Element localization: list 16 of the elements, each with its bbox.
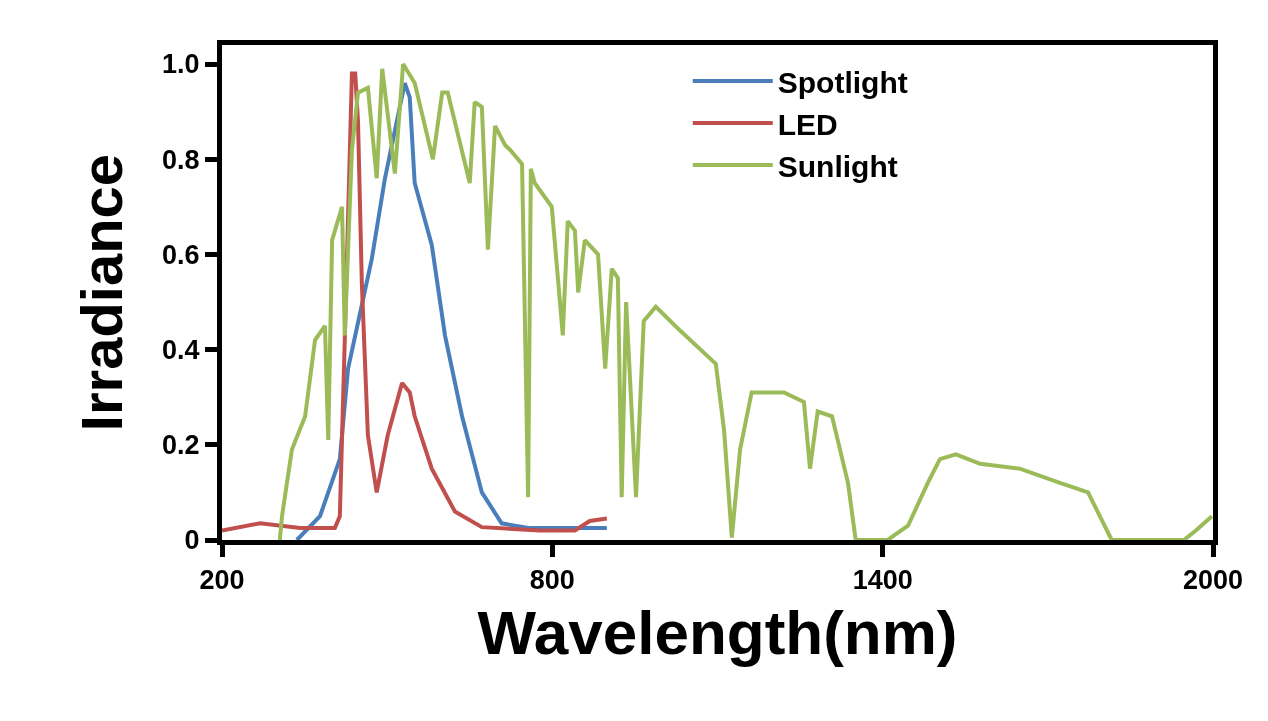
y-tick-label: 0.2 [162,430,200,461]
legend-label: Spotlight [777,65,908,99]
x-tick-label: 200 [199,565,245,596]
legend-label: LED [777,107,838,141]
x-tick-label: 1400 [852,565,913,596]
x-axis-title: Wavelength(nm) [477,598,958,668]
y-tick-label: 0.6 [162,239,200,270]
y-axis-title: Irradiance [69,153,135,432]
y-tick-label: 0.8 [162,144,200,175]
x-tick-label: 800 [529,565,575,596]
line-series [277,62,1213,540]
y-tick-label: 1.0 [162,49,200,80]
x-tick-label: 2000 [1182,565,1244,596]
legend-label: Sunlight [777,149,898,183]
y-tick-label: 0.4 [162,335,200,366]
y-tick-label: 0 [184,525,200,556]
